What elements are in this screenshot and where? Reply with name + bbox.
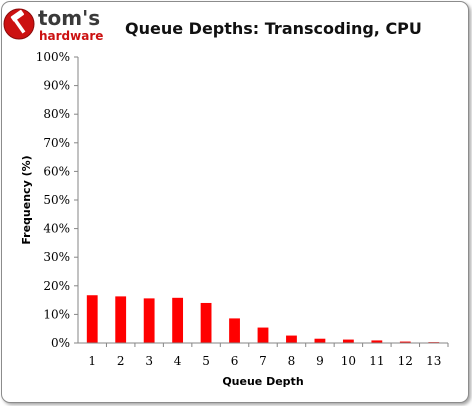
chart-title: Queue Depths: Transcoding, CPU (125, 19, 422, 38)
bar-queue-depth-4 (172, 297, 184, 343)
bar-queue-depth-12 (399, 341, 411, 343)
x-tick-label: 5 (202, 354, 210, 368)
y-axis-ticks: 0% 10% 20% 30% 40% 50% 60% 70% 80% 90% 100% (36, 50, 78, 350)
y-tick-label: 60% (43, 164, 70, 178)
x-tick-label: 13 (426, 354, 441, 368)
bars (86, 295, 440, 343)
bar-queue-depth-11 (371, 340, 383, 343)
y-tick-label: 40% (43, 222, 70, 236)
y-tick-label: 100% (36, 50, 70, 64)
y-tick-label: 70% (43, 136, 70, 150)
x-axis-ticks: 1 2 3 4 5 6 7 8 9 10 11 12 13 (88, 343, 449, 368)
bar-queue-depth-6 (229, 318, 240, 343)
x-tick-label: 9 (316, 354, 324, 368)
x-tick-label: 7 (259, 354, 267, 368)
bar-queue-depth-2 (115, 296, 127, 343)
y-tick-label: 30% (43, 250, 70, 264)
x-tick-label: 12 (398, 354, 413, 368)
bar-queue-depth-9 (314, 338, 326, 343)
bar-queue-depth-8 (286, 335, 297, 343)
y-tick-label: 90% (43, 79, 70, 93)
y-axis-title: Frequency (%) (20, 155, 33, 244)
bar-queue-depth-5 (200, 302, 212, 343)
x-tick-label: 8 (288, 354, 296, 368)
y-tick-label: 50% (43, 193, 70, 207)
hammer-icon (3, 8, 35, 40)
x-tick-label: 11 (369, 354, 384, 368)
toms-hardware-logo: tom's hardware (3, 6, 103, 43)
logo-name-line2: hardware (39, 29, 103, 43)
x-tick-label: 1 (88, 354, 96, 368)
x-tick-label: 4 (174, 354, 182, 368)
x-tick-label: 6 (231, 354, 239, 368)
bar-queue-depth-3 (143, 298, 155, 343)
y-tick-label: 80% (43, 107, 70, 121)
x-tick-label: 3 (145, 354, 153, 368)
y-tick-label: 20% (43, 279, 70, 293)
logo-name-line1: tom's (38, 6, 100, 30)
x-tick-label: 10 (341, 354, 356, 368)
y-tick-label: 10% (43, 307, 70, 321)
bar-queue-depth-10 (342, 339, 354, 343)
x-tick-label: 2 (117, 354, 125, 368)
bar-queue-depth-7 (257, 327, 269, 343)
bar-queue-depth-1 (86, 295, 98, 343)
y-tick-label: 0% (51, 336, 70, 350)
x-axis-title: Queue Depth (222, 375, 303, 388)
